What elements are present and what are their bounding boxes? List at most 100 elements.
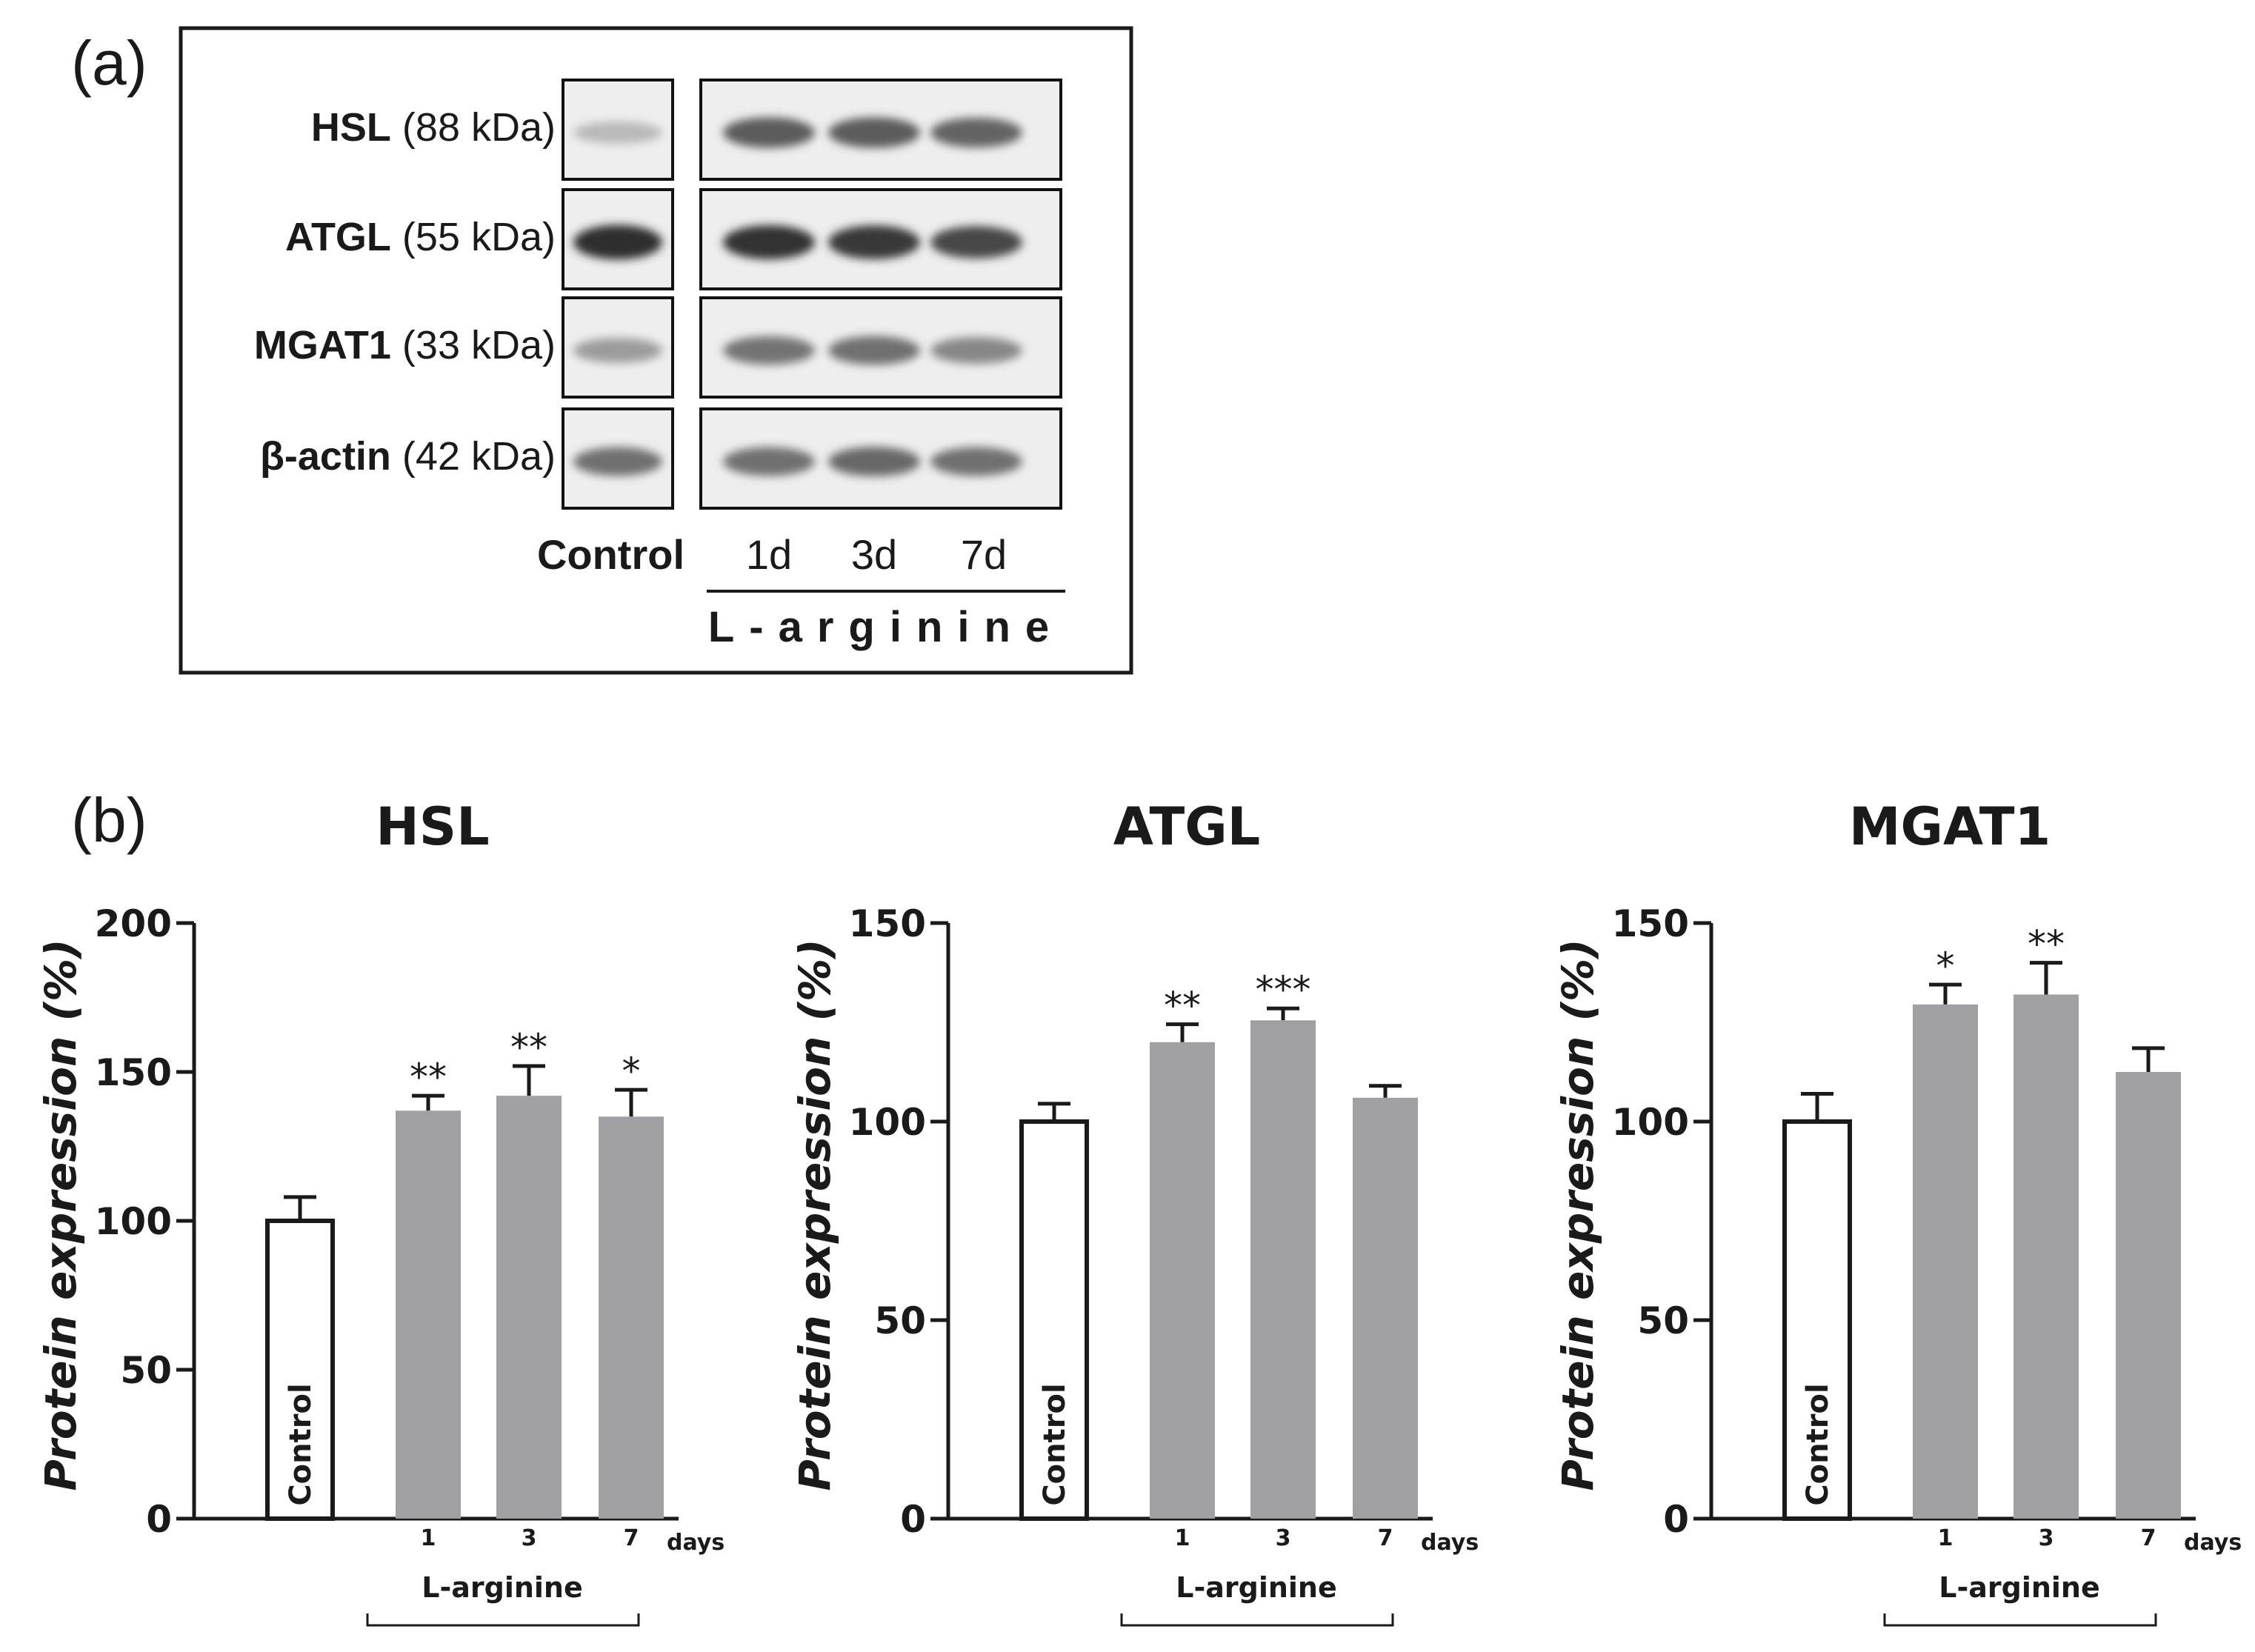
y-tick-label: 100 bbox=[1612, 1101, 1689, 1144]
x-axis-label: L-arginine bbox=[1939, 1571, 2100, 1604]
y-tick-label: 100 bbox=[849, 1101, 926, 1144]
protein-name: MGAT1 bbox=[254, 323, 391, 367]
significance-marker: ** bbox=[2028, 923, 2065, 966]
y-tick-label: 50 bbox=[1637, 1299, 1689, 1342]
band-beta-actin-control bbox=[573, 447, 662, 476]
molecular-weight: (55 kDa) bbox=[391, 215, 556, 259]
band-hsl-d3 bbox=[828, 117, 920, 148]
x-bracket bbox=[1120, 1613, 1394, 1627]
y-axis-label: Protein expression (%) bbox=[36, 939, 86, 1491]
lane-label-1d: 1d bbox=[746, 531, 792, 578]
blot-label-beta-actin: β-actin (42 kDa) bbox=[260, 434, 556, 479]
band-hsl-d7 bbox=[930, 117, 1022, 148]
chart-title: MGAT1 bbox=[1849, 796, 2051, 857]
significance-marker: ** bbox=[410, 1056, 447, 1099]
band-mgat1-d1 bbox=[723, 336, 815, 365]
band-mgat1-d3 bbox=[828, 336, 920, 365]
significance-marker: ** bbox=[510, 1026, 547, 1069]
bar-control bbox=[265, 1219, 335, 1521]
bar-1 bbox=[396, 1110, 461, 1519]
y-tick-label: 0 bbox=[900, 1498, 926, 1541]
bar-7 bbox=[2116, 1072, 2181, 1519]
band-beta-actin-d7 bbox=[930, 447, 1022, 476]
lane-label-7d: 7d bbox=[961, 531, 1007, 578]
protein-name: HSL bbox=[311, 105, 391, 150]
molecular-weight: (33 kDa) bbox=[391, 323, 556, 367]
band-atgl-d3 bbox=[828, 225, 920, 259]
chart-title: HSL bbox=[376, 796, 490, 857]
y-tick-label: 150 bbox=[1612, 902, 1689, 945]
bar-1 bbox=[1150, 1042, 1215, 1519]
band-hsl-d1 bbox=[723, 117, 815, 148]
bar-7 bbox=[599, 1116, 664, 1519]
x-tick-label: 3 bbox=[2039, 1525, 2054, 1551]
x-tick-label: 1 bbox=[1175, 1525, 1190, 1551]
significance-marker: * bbox=[622, 1050, 641, 1093]
blot-row-beta-actin: β-actin (42 kDa) bbox=[260, 407, 1062, 510]
y-tick-label: 0 bbox=[1663, 1498, 1689, 1541]
y-tick-label: 50 bbox=[874, 1299, 926, 1342]
x-tick-label: 7 bbox=[2141, 1525, 2156, 1551]
bar-control bbox=[1019, 1119, 1089, 1521]
x-bracket bbox=[1883, 1613, 2157, 1627]
band-mgat1-d7 bbox=[930, 337, 1022, 364]
chart-hsl: HSL Protein expression (%) 0 50 100 150 200 Con… bbox=[36, 796, 725, 1627]
band-atgl-control bbox=[573, 224, 662, 260]
x-bracket bbox=[366, 1613, 640, 1627]
x-axis-label: L-arginine bbox=[422, 1571, 583, 1604]
bar-3 bbox=[496, 1096, 562, 1519]
x-tick-label: 3 bbox=[1276, 1525, 1291, 1551]
x-unit-label: days bbox=[2184, 1530, 2242, 1556]
band-beta-actin-d3 bbox=[828, 447, 920, 476]
bar-7 bbox=[1353, 1097, 1418, 1519]
y-tick-label: 150 bbox=[849, 902, 926, 945]
bar-label-control: Control bbox=[1038, 1383, 1072, 1505]
y-tick-label: 150 bbox=[95, 1051, 172, 1094]
panel-a-label: (a) bbox=[71, 28, 147, 98]
significance-marker: * bbox=[1936, 945, 1955, 987]
lane-label-3d: 3d bbox=[851, 531, 897, 578]
band-atgl-d7 bbox=[930, 226, 1022, 259]
band-mgat1-control bbox=[573, 338, 662, 363]
significance-marker: ** bbox=[1164, 985, 1201, 1027]
bar-3 bbox=[2013, 994, 2079, 1519]
lane-label-control: Control bbox=[537, 531, 685, 578]
blot-row-mgat1: MGAT1 (33 kDa) bbox=[254, 296, 1062, 399]
y-tick-label: 100 bbox=[95, 1200, 172, 1243]
y-tick-label: 200 bbox=[95, 902, 172, 945]
band-hsl-control bbox=[573, 121, 662, 144]
protein-name: ATGL bbox=[285, 215, 391, 259]
x-unit-label: days bbox=[667, 1530, 725, 1556]
y-axis-label: Protein expression (%) bbox=[1553, 939, 1603, 1491]
chart-mgat1: MGAT1 Protein expression (%) 0 50 100 150 Cont… bbox=[1553, 796, 2242, 1627]
blot-label-hsl: HSL (88 kDa) bbox=[311, 105, 556, 150]
x-tick-label: 7 bbox=[624, 1525, 639, 1551]
blot-rows: HSL (88 kDa) ATGL (55 kDa) MGAT1 (33 kDa) β… bbox=[254, 79, 1062, 510]
y-tick-label: 0 bbox=[146, 1498, 172, 1541]
bar-control bbox=[1782, 1119, 1852, 1521]
molecular-weight: (88 kDa) bbox=[391, 105, 556, 150]
blot-label-atgl: ATGL (55 kDa) bbox=[285, 215, 556, 259]
molecular-weight: (42 kDa) bbox=[391, 434, 556, 479]
x-tick-label: 7 bbox=[1378, 1525, 1393, 1551]
x-tick-label: 3 bbox=[522, 1525, 537, 1551]
chart-title: ATGL bbox=[1113, 796, 1261, 857]
x-tick-label: 1 bbox=[421, 1525, 436, 1551]
significance-marker: *** bbox=[1256, 968, 1311, 1011]
bar-3 bbox=[1250, 1020, 1316, 1519]
bar-1 bbox=[1913, 1004, 1978, 1519]
y-axis-label: Protein expression (%) bbox=[790, 939, 840, 1491]
blot-label-mgat1: MGAT1 (33 kDa) bbox=[254, 323, 556, 367]
x-tick-label: 1 bbox=[1938, 1525, 1953, 1551]
blot-panel-frame bbox=[179, 26, 1133, 675]
x-axis-label: L-arginine bbox=[1176, 1571, 1337, 1604]
x-unit-label: days bbox=[1421, 1530, 1479, 1556]
chart-atgl: ATGL Protein expression (%) 0 50 100 150 Contr… bbox=[790, 796, 1479, 1627]
blot-row-hsl: HSL (88 kDa) bbox=[311, 79, 1062, 181]
protein-name: β-actin bbox=[260, 434, 391, 479]
bar-label-control: Control bbox=[1801, 1383, 1835, 1505]
y-tick-label: 50 bbox=[120, 1349, 172, 1392]
bar-label-control: Control bbox=[284, 1383, 318, 1505]
